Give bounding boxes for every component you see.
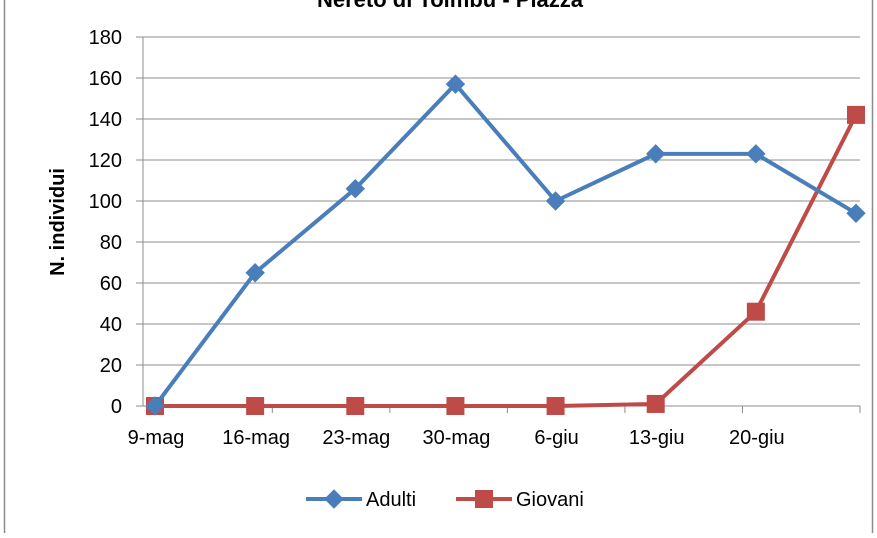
data-point-giovani [847, 105, 865, 124]
y-tick-label: 80 [100, 232, 122, 254]
data-point-giovani [646, 394, 665, 413]
data-point-giovani [446, 397, 465, 415]
legend: Adulti Giovani [306, 489, 584, 511]
y-axis-title: N. individui [47, 168, 69, 276]
y-tick-label: 60 [100, 273, 122, 295]
legend-item-adulti: Adulti [306, 489, 416, 511]
data-point-giovani [746, 302, 765, 321]
y-tick-label: 40 [100, 314, 122, 336]
data-point-adulti [245, 263, 265, 283]
legend-item-giovani: Giovani [456, 489, 584, 511]
x-tick-label: 9-mag [128, 427, 185, 449]
chart-area-border [3, 0, 874, 536]
data-point-giovani [246, 397, 265, 415]
x-tick-label: 20-giu [729, 427, 785, 449]
y-tick-label: 180 [89, 27, 122, 49]
data-point-adulti [345, 178, 365, 199]
legend-marker [324, 489, 344, 509]
data-point-giovani [546, 397, 565, 415]
data-point-adulti [145, 396, 165, 416]
y-tick-label: 0 [111, 396, 122, 418]
y-tick-label: 140 [89, 109, 122, 131]
x-tick-label: 6-giu [534, 427, 578, 449]
y-tick-label: 160 [89, 68, 122, 90]
y-tick-label: 100 [89, 191, 122, 213]
series-adulti [145, 74, 866, 416]
legend-label: Giovani [516, 489, 584, 511]
data-point-giovani [346, 397, 365, 415]
series [145, 74, 866, 416]
x-tick-label: 16-mag [222, 427, 290, 449]
chart-title: Nereto di Tolmbu - Piazza [317, 0, 584, 12]
x-tick-label: 23-mag [322, 427, 390, 449]
series-giovani [146, 105, 865, 415]
gridlines [143, 36, 860, 366]
legend-label: Adulti [366, 489, 416, 511]
y-tick-label: 120 [89, 150, 122, 172]
y-tick-label: 20 [100, 355, 122, 377]
series-line-adulti [153, 82, 858, 408]
data-point-adulti [746, 144, 766, 164]
data-point-adulti [445, 74, 466, 94]
legend-marker [475, 490, 493, 508]
x-tick-label: 30-mag [423, 427, 491, 449]
series-line-giovani [155, 113, 858, 408]
data-point-adulti [846, 203, 866, 224]
data-point-adulti [646, 144, 666, 164]
data-point-adulti [545, 191, 566, 211]
axes: 0 20 40 60 80 100 120 140 160 180 9-mag 16-mag 23-ma… [89, 27, 861, 449]
x-tick-label: 13-giu [629, 427, 685, 449]
